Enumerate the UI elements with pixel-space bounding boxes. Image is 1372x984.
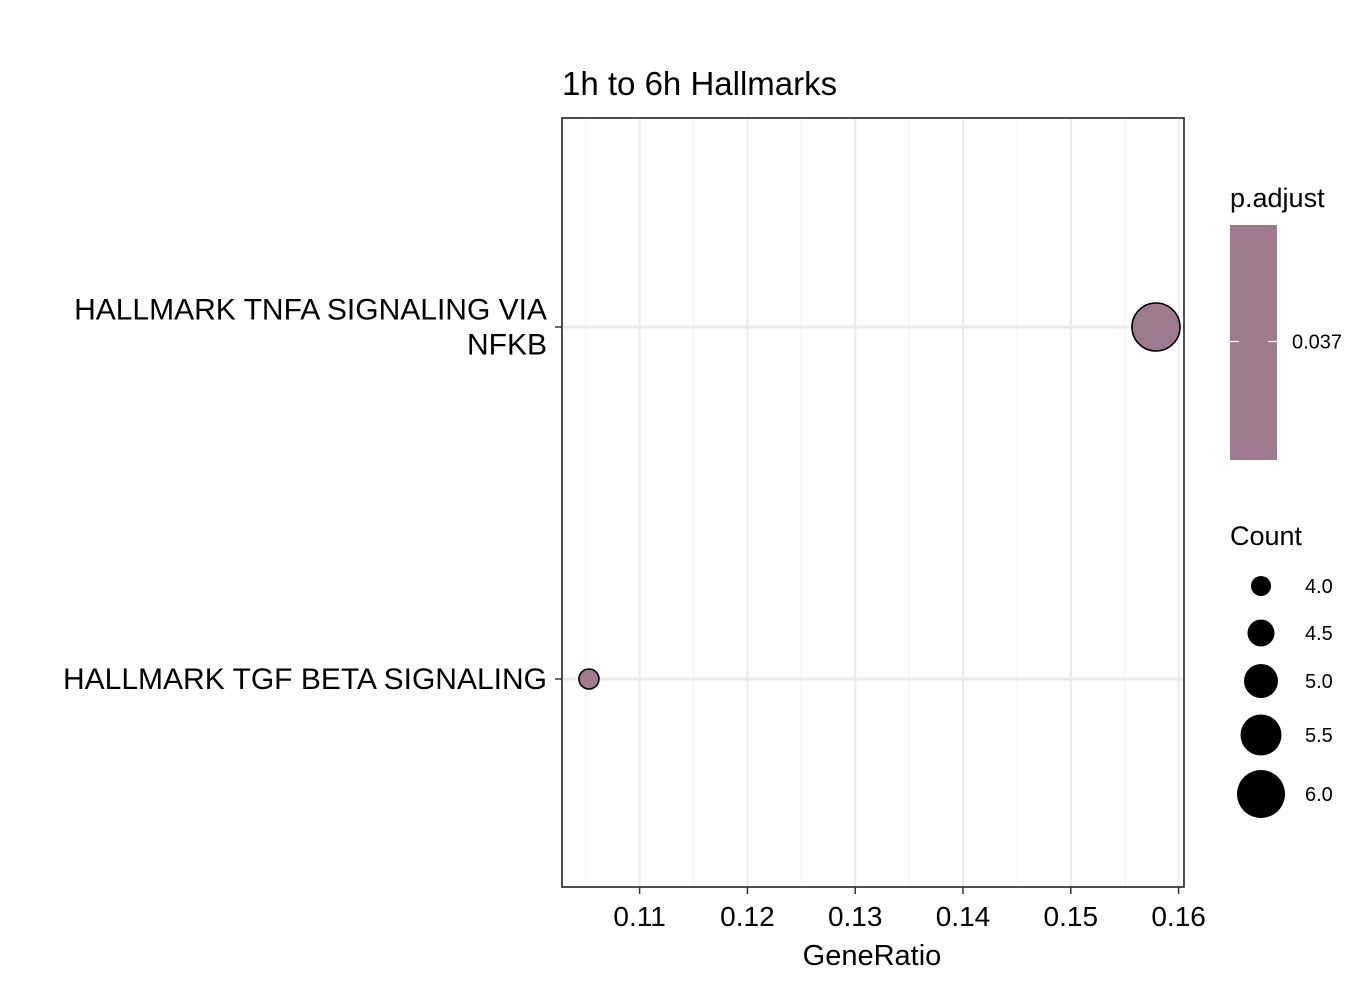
data-point (578, 668, 600, 690)
size-legend: Count 4.0 4.5 5.0 5.5 6.0 (1230, 521, 1333, 818)
size-legend-key (1244, 664, 1278, 698)
x-axis-label: GeneRatio (803, 940, 942, 972)
size-legend-key (1240, 714, 1282, 756)
chart-title: 1h to 6h Hallmarks (562, 65, 837, 102)
size-legend-label: 6.0 (1305, 784, 1333, 806)
panel-background (562, 118, 1184, 887)
color-legend: p.adjust 0.037 (1230, 183, 1342, 460)
size-legend-label: 4.0 (1305, 576, 1333, 598)
size-legend-key (1251, 576, 1271, 596)
size-legend-key (1237, 770, 1285, 818)
x-tick-label: 0.12 (720, 901, 775, 932)
x-axis: 0.11 0.12 0.13 0.14 0.15 0.16 (613, 887, 1206, 932)
color-legend-title: p.adjust (1230, 183, 1325, 213)
colorbar (1230, 225, 1277, 460)
y-tick-label: HALLMARK TNFA SIGNALING VIA (74, 294, 547, 327)
panel-border (561, 117, 1185, 888)
size-legend-title: Count (1230, 521, 1303, 551)
plot-panel (561, 117, 1185, 888)
x-tick-label: 0.16 (1151, 901, 1206, 932)
y-tick-label: HALLMARK TGF BETA SIGNALING (63, 663, 547, 696)
size-legend-label: 4.5 (1305, 623, 1333, 645)
data-point (1131, 302, 1181, 352)
x-tick-label: 0.14 (936, 901, 991, 932)
x-tick-label: 0.11 (613, 901, 665, 932)
y-tick-label: NFKB (467, 329, 547, 362)
size-legend-label: 5.5 (1305, 725, 1333, 747)
size-legend-key (1247, 619, 1275, 647)
colorbar-label: 0.037 (1292, 332, 1342, 354)
x-tick-label: 0.13 (828, 901, 883, 932)
size-legend-label: 5.0 (1305, 671, 1333, 693)
x-tick-label: 0.15 (1044, 901, 1099, 932)
